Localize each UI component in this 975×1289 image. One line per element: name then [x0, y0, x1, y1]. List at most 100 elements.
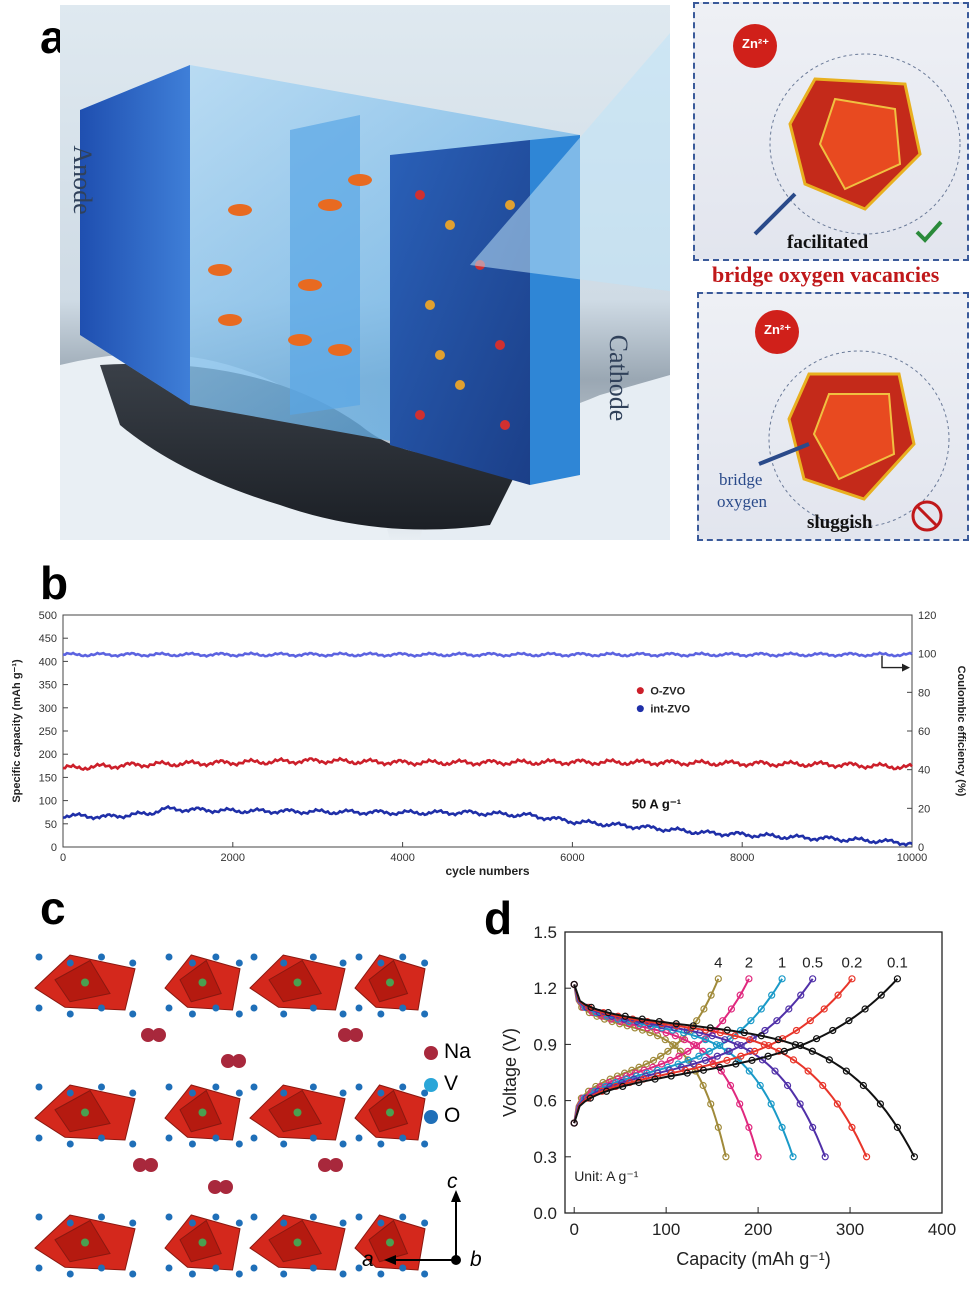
ytick-label-b-10: 500 — [39, 610, 57, 622]
o-atom — [66, 1140, 74, 1148]
charge-marker-d-2 — [736, 1026, 745, 1035]
crystal-structure — [34, 953, 429, 1278]
o-atom — [212, 1213, 220, 1221]
discharge-marker-d-0 — [676, 1047, 684, 1055]
vo-polyhedra-2-3 — [354, 1213, 429, 1278]
o-atom — [35, 1264, 43, 1272]
discharge-marker-d-4 — [833, 1100, 841, 1108]
ylabel-right-b: Coulombic efficiency (%) — [955, 666, 967, 797]
ytick-label-d-2: 0.6 — [533, 1092, 557, 1111]
o-atom — [355, 1004, 363, 1012]
o-atom — [235, 1219, 243, 1227]
charge-marker-d-0 — [714, 975, 722, 983]
charge-marker-d-0 — [649, 1056, 658, 1064]
o-atom — [212, 1083, 220, 1091]
legend-b-label-1: int-ZVO — [650, 704, 690, 716]
discharge-marker-d-4 — [863, 1153, 871, 1161]
o-atom — [212, 1264, 220, 1272]
discharge-marker-d-2 — [767, 1100, 775, 1108]
o-atom — [377, 1089, 385, 1097]
o-atom — [421, 1010, 429, 1018]
v-atom — [81, 1238, 89, 1247]
na-pair-2 — [338, 1028, 363, 1042]
o-atom — [250, 1213, 258, 1221]
charge-line-d-1 — [573, 978, 750, 1124]
ytick-right-label-b-0: 0 — [918, 842, 924, 854]
zinc-ion-label-2: Zn²⁺ — [764, 322, 792, 337]
charge-marker-d-2 — [695, 1052, 703, 1060]
v-atom — [386, 1108, 394, 1117]
o-atom — [98, 953, 105, 961]
plot-frame-b — [62, 614, 913, 848]
bridge-label-1: bridge — [719, 470, 763, 489]
o-atom — [250, 953, 258, 961]
discharge-marker-d-5 — [893, 1123, 902, 1131]
ytick-right-label-b-2: 40 — [918, 765, 930, 777]
o-atom — [66, 1089, 74, 1097]
xtick-label-b-0: 0 — [60, 852, 66, 864]
na-atom — [208, 1180, 222, 1194]
v-label: V — [444, 1072, 459, 1095]
o-atom — [165, 1004, 173, 1012]
na-atom — [133, 1158, 147, 1172]
vacancy-caption: bridge oxygen vacancies — [712, 262, 940, 287]
zinc-ions — [208, 174, 372, 356]
ytick-label-b-7: 350 — [39, 680, 57, 692]
o-atom — [250, 1264, 258, 1272]
discharge-marker-d-3 — [783, 1081, 792, 1090]
facilitated-caption: facilitated — [787, 232, 869, 253]
discharge-marker-d-2 — [701, 1036, 710, 1044]
xtick-label-b-1: 2000 — [221, 852, 245, 864]
zinc-ion-icon — [733, 24, 777, 68]
na-label: Na — [444, 1040, 471, 1063]
discharge-marker-d-1 — [680, 1036, 689, 1044]
bridge-label-2: oxygen — [717, 492, 768, 511]
charge-marker-d-4 — [792, 1026, 801, 1035]
discharge-marker-d-5 — [808, 1047, 816, 1055]
discharge-line-d-3 — [573, 984, 827, 1158]
o-atom — [188, 1140, 196, 1148]
discharge-marker-d-3 — [771, 1067, 779, 1075]
charge-marker-d-5 — [586, 1094, 594, 1102]
na-atom — [318, 1158, 332, 1172]
vo-polyhedra-2-2 — [249, 1213, 347, 1278]
na-pair-5 — [318, 1158, 343, 1172]
o-atom — [339, 1140, 347, 1148]
anode-plate — [80, 65, 190, 405]
o-atom — [355, 1213, 363, 1221]
panel-b-letter: b — [40, 557, 69, 609]
o-atom — [188, 959, 196, 967]
charge-marker-d-4 — [806, 1017, 814, 1025]
bridge-pointer — [758, 442, 810, 466]
ytick-label-b-1: 50 — [45, 819, 57, 831]
v-atom — [386, 978, 394, 987]
panel-c-letter: c — [40, 882, 66, 934]
charge-marker-d-0 — [693, 1017, 701, 1025]
ytick-right-label-b-5: 100 — [918, 649, 936, 661]
sluggish-caption: sluggish — [807, 512, 873, 533]
o-atom — [377, 1140, 385, 1148]
discharge-marker-d-3 — [796, 1100, 804, 1108]
v-atom — [293, 978, 302, 987]
charge-marker-d-5 — [829, 1026, 837, 1035]
discharge-marker-d-0 — [661, 1036, 669, 1044]
charge-marker-d-0 — [635, 1063, 643, 1071]
o-atom — [280, 1140, 288, 1148]
o-atom — [235, 1270, 243, 1278]
na-pair-0 — [141, 1028, 166, 1042]
discharge-marker-d-5 — [910, 1153, 919, 1161]
cathode-particles — [415, 190, 515, 430]
chart-b: 0 50 100 150 200 250 300 350 400 450 500 0 20 40 60 80 1… — [11, 610, 967, 878]
charge-marker-d-2 — [747, 1017, 755, 1025]
legend-b-label-0: O-ZVO — [650, 686, 685, 698]
charge-marker-d-2 — [768, 991, 776, 999]
o-atom — [339, 1089, 347, 1097]
o-atom — [309, 1004, 317, 1012]
xtick-label-b-4: 8000 — [730, 852, 754, 864]
o-atom — [399, 1134, 407, 1142]
o-atom — [421, 1089, 429, 1097]
o-atom — [98, 1264, 105, 1272]
charge-marker-d-2 — [705, 1047, 713, 1055]
charge-marker-d-4 — [848, 975, 856, 983]
ce-arrowhead-b — [902, 663, 910, 672]
